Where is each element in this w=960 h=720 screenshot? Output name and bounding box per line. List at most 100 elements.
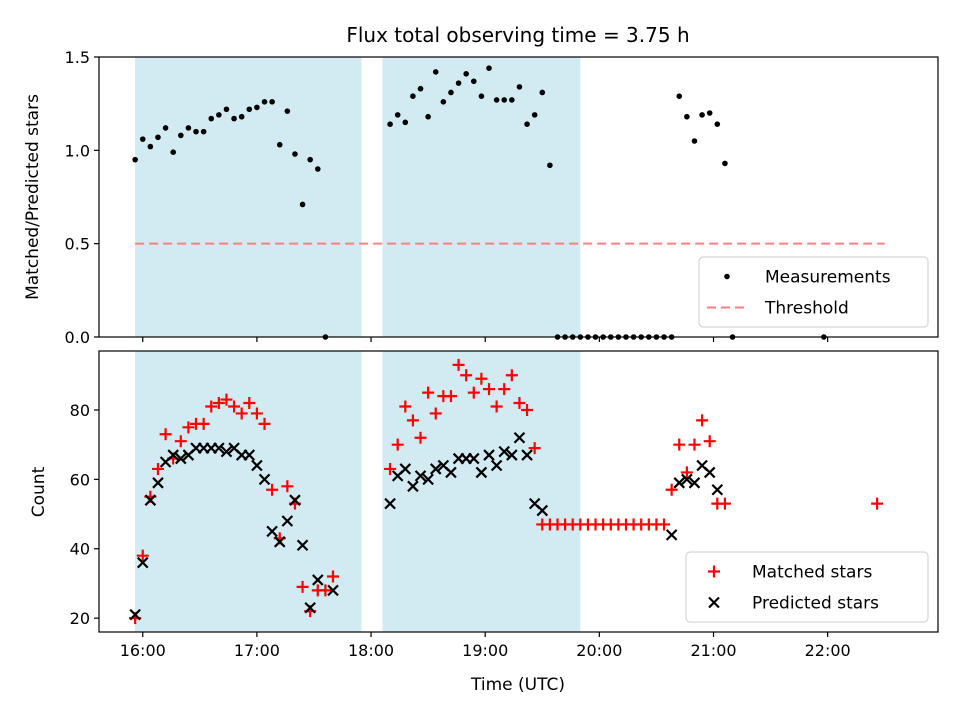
matched-star-point [703, 435, 716, 448]
legend: Measurements Threshold [698, 256, 929, 328]
predicted-star-point [498, 445, 511, 458]
legend-label: Measurements [765, 268, 891, 288]
matched-star-point [475, 372, 488, 385]
predicted-star-point [243, 449, 256, 461]
measurement-point [299, 201, 306, 208]
legend-box [685, 551, 929, 623]
measurement-point [162, 125, 169, 131]
predicted-star-point [175, 452, 187, 465]
measurement-point [509, 97, 515, 103]
matched-star-point [281, 480, 294, 493]
predicted-star-point [681, 473, 693, 486]
measurement-point [216, 112, 222, 118]
x-tick-label: 20:00 [576, 641, 622, 660]
measurement-point [314, 166, 321, 172]
measurement-point [547, 162, 553, 169]
matched-star-point [505, 369, 518, 382]
predicted-star-point [281, 515, 294, 527]
matched-star-point [444, 390, 457, 403]
top-y-axis-label: Matched/Predicted stars [23, 94, 43, 300]
chart-title: Flux total observing time = 3.75 h [346, 23, 689, 47]
matched-star-point [391, 438, 404, 451]
matched-star-point [159, 428, 172, 441]
predicted-star-point [273, 536, 286, 548]
matched-star-point [296, 580, 309, 593]
y-tick-label: 0.5 [65, 235, 90, 254]
measurement-point [417, 85, 424, 92]
measurement-point [691, 138, 698, 144]
predicted-star-point [213, 442, 225, 454]
matched-star-point [319, 584, 332, 597]
measurement-point [722, 160, 728, 167]
measurement-point [493, 97, 500, 103]
predicted-star-point [688, 477, 701, 489]
measurement-point [261, 99, 268, 105]
measurement-point [684, 113, 690, 120]
legend-box [698, 256, 929, 328]
predicted-star-point [422, 473, 434, 486]
matched-star-point [235, 407, 248, 420]
x-tick-label: 17:00 [234, 641, 280, 660]
measurement-point [193, 128, 199, 135]
y-tick-label: 80 [70, 401, 90, 420]
matched-star-point [429, 407, 442, 420]
predicted-star-point [414, 470, 427, 482]
measurement-point [307, 156, 313, 163]
measurement-point [231, 115, 237, 122]
predicted-star-point [220, 445, 233, 458]
matched-star-point [406, 414, 419, 427]
matched-star-point [528, 442, 541, 455]
predicted-star-point [258, 473, 271, 486]
y-tick-label: 1.5 [65, 48, 90, 67]
matched-star-point [696, 414, 709, 427]
matched-star-point [197, 417, 210, 430]
predicted-star-point [312, 574, 324, 586]
y-tick-label: 0.0 [65, 328, 90, 347]
predicted-star-point [384, 497, 396, 510]
predicted-star-point [703, 466, 716, 479]
measurement-point [155, 134, 161, 141]
predicted-star-point [673, 477, 686, 489]
x-tick-label: 21:00 [690, 641, 736, 660]
matched-star-point [174, 435, 187, 448]
predicted-star-point [483, 449, 495, 461]
matched-star-point [460, 369, 473, 382]
x-tick-label: 19:00 [462, 641, 508, 660]
measurement-point [486, 65, 492, 71]
measurement-point [706, 110, 713, 116]
predicted-star-point [445, 466, 457, 479]
x-tick-label: 18:00 [348, 641, 394, 660]
legend-dot-swatch [724, 273, 730, 280]
matched-star-point [467, 386, 480, 399]
measurement-point [185, 125, 192, 131]
predicted-star-point [399, 463, 412, 475]
predicted-star-point [711, 483, 724, 496]
measurement-point [394, 112, 401, 118]
y-tick-label: 40 [70, 540, 90, 559]
measurement-point [238, 113, 245, 120]
measurement-point [470, 78, 477, 85]
matched-star-point [680, 466, 693, 479]
matched-star-point [212, 397, 225, 410]
matched-star-point [673, 438, 686, 451]
measurement-point [208, 115, 215, 122]
predicted-star-point [521, 449, 533, 461]
top-panel: 0.0 0.5 1.0 1.5 Measurements Threshold [65, 48, 939, 347]
matched-star-point [399, 400, 412, 413]
predicted-star-point [144, 494, 157, 506]
matched-star-point [513, 397, 526, 410]
matched-star-point [220, 393, 233, 406]
predicted-star-point [152, 477, 164, 489]
measurement-point [170, 149, 176, 155]
matched-star-point [136, 549, 149, 562]
legend-label: Matched stars [752, 563, 872, 583]
measurement-point [455, 80, 462, 86]
measurement-point [147, 143, 154, 150]
predicted-star-point [490, 459, 503, 472]
measurement-point [524, 121, 530, 127]
measurement-point [425, 113, 431, 120]
legend-plus-swatch [708, 565, 720, 578]
measurement-point [402, 119, 409, 126]
measurement-point [132, 156, 138, 163]
